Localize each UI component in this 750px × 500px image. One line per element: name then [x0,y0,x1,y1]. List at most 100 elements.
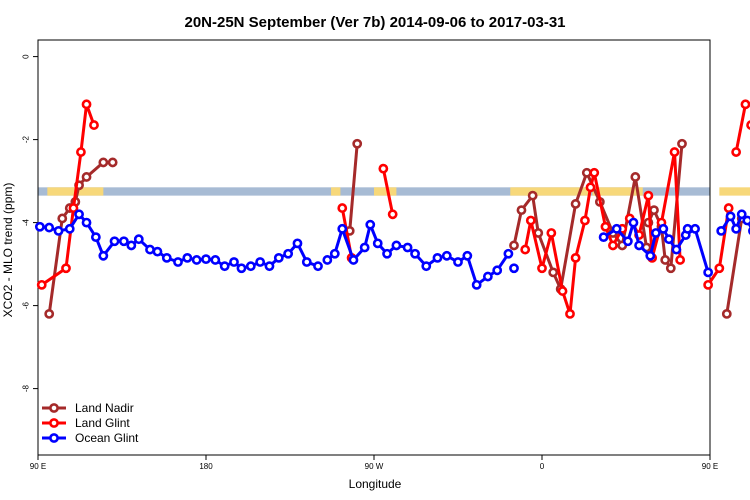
legend-marker [49,418,59,428]
data-point [570,252,581,263]
data-point [660,255,671,265]
data-point [585,182,596,193]
data-point [520,244,531,255]
y-tick-label: 0 [21,54,30,59]
data-point [453,257,463,267]
data-point [690,223,700,234]
legend-marker [49,433,59,443]
data-point [229,257,239,267]
legend-label: Ocean Glint [75,431,139,445]
data-point [570,199,581,209]
data-point [210,255,221,265]
data-point [98,250,109,261]
data-point [313,261,323,272]
data-point [432,252,443,263]
data-point [671,244,682,255]
data-point [283,248,294,259]
data-point [482,271,493,282]
data-point [703,279,714,290]
data-point [81,99,92,110]
data-point [53,225,64,236]
data-point [402,242,413,253]
x-axis-label: Longitude [349,477,402,491]
series-line [725,218,744,315]
data-point [746,120,750,130]
data-point [337,223,348,234]
series-line [381,168,395,215]
data-point [359,242,370,253]
data-point [126,240,137,251]
data-point [527,190,538,201]
data-point [34,221,45,232]
data-point [292,238,303,249]
data-point [337,203,348,213]
data-point [76,147,86,157]
data-point [81,217,92,228]
series-line [348,143,359,232]
data-point [581,167,592,178]
data-point [173,257,183,267]
data-point [731,223,742,234]
data-point [598,232,609,243]
data-point [665,263,676,274]
land-band-segment [592,187,643,196]
data-point [548,267,559,278]
series-land-nadir [44,138,747,319]
legend-label: Land Nadir [75,401,134,415]
data-point [245,261,256,272]
series-line [734,104,747,153]
data-point [649,205,659,216]
data-point [152,246,163,257]
data-point [731,147,742,157]
data-point [421,261,432,272]
data-point [682,223,693,234]
data-point [537,263,547,274]
data-point [509,240,519,251]
data-point [329,248,340,259]
data-point [611,223,622,234]
data-point [643,190,654,201]
data-point [723,203,734,213]
chart-title: 20N-25N September (Ver 7b) 2014-09-06 to… [184,14,565,31]
data-point [557,286,568,296]
x-tick-label: 90 W [365,462,384,471]
data-point [98,157,109,168]
data-point [658,223,669,234]
data-point [352,138,363,149]
data-point [264,261,275,272]
data-point [721,308,732,319]
data-point [471,279,482,290]
data-point [546,228,557,238]
data-point [441,250,452,261]
data-point [161,252,172,263]
data-point [742,215,750,226]
data-point [630,172,641,182]
y-axis-label: XCO2 - MLO trend (ppm) [1,183,15,318]
x-tick-label: 90 E [702,462,718,471]
data-point [89,120,99,130]
data-point [273,252,284,263]
data-point [645,250,656,261]
data-point [109,236,120,247]
data-point [391,240,402,251]
data-point [716,225,727,236]
data-point [675,255,686,265]
y-tick-label: -4 [21,218,30,226]
data-point [236,263,247,274]
data-point [74,209,84,220]
data-point [322,255,333,265]
y-tick-label: -8 [21,384,30,392]
data-point [410,248,420,259]
data-point [509,263,519,274]
data-point [714,263,725,274]
series-ocean-glint [34,209,750,290]
data-point [36,279,47,290]
data-point [255,257,266,267]
data-point [516,205,527,216]
data-point [44,222,55,233]
data-point [740,99,750,110]
x-tick-label: 180 [199,462,213,471]
data-point [677,138,687,149]
data-point [565,308,575,319]
legend-marker [49,403,59,413]
